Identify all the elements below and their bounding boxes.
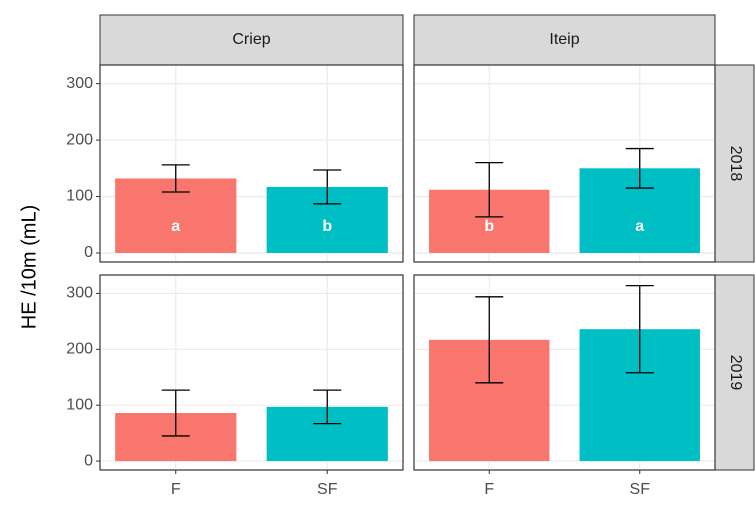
y-tick-label: 100 — [66, 396, 93, 413]
facet-column-label: Iteip — [549, 31, 579, 48]
facet-row-label: 2019 — [727, 355, 744, 391]
y-axis-label: HE /10m (mL) — [18, 205, 40, 329]
error-bar — [161, 389, 190, 437]
y-tick-label: 200 — [66, 131, 93, 148]
error-bar — [313, 169, 342, 205]
error-bar — [313, 389, 342, 425]
panel-border — [413, 274, 716, 471]
significance-letter: a — [635, 218, 644, 235]
x-tick-label: SF — [630, 481, 651, 498]
error-bar — [475, 162, 504, 218]
facet-strip — [714, 64, 755, 263]
error-bar — [625, 147, 654, 189]
x-tick-label: F — [484, 481, 494, 498]
y-tick-label: 0 — [84, 244, 93, 261]
panel-border — [99, 274, 404, 471]
y-tick-label: 300 — [66, 285, 93, 302]
error-bar — [625, 284, 654, 374]
y-tick-label: 100 — [66, 188, 93, 205]
y-tick-label: 200 — [66, 341, 93, 358]
panel-border — [413, 64, 716, 263]
facet-strip — [714, 274, 755, 471]
x-tick-label: SF — [317, 481, 338, 498]
facet-column-label: Criep — [232, 31, 270, 48]
significance-letter: b — [322, 218, 332, 235]
y-tick-label: 0 — [84, 452, 93, 469]
error-bar — [475, 296, 504, 384]
significance-letter: b — [484, 218, 494, 235]
facet-strip — [413, 14, 716, 66]
x-tick-label: F — [171, 481, 181, 498]
error-bar — [161, 164, 190, 193]
significance-letter: a — [171, 218, 180, 235]
y-tick-label: 300 — [66, 75, 93, 92]
panel-border — [99, 64, 404, 263]
facet-row-label: 2018 — [727, 146, 744, 182]
facet-strip — [99, 14, 404, 66]
